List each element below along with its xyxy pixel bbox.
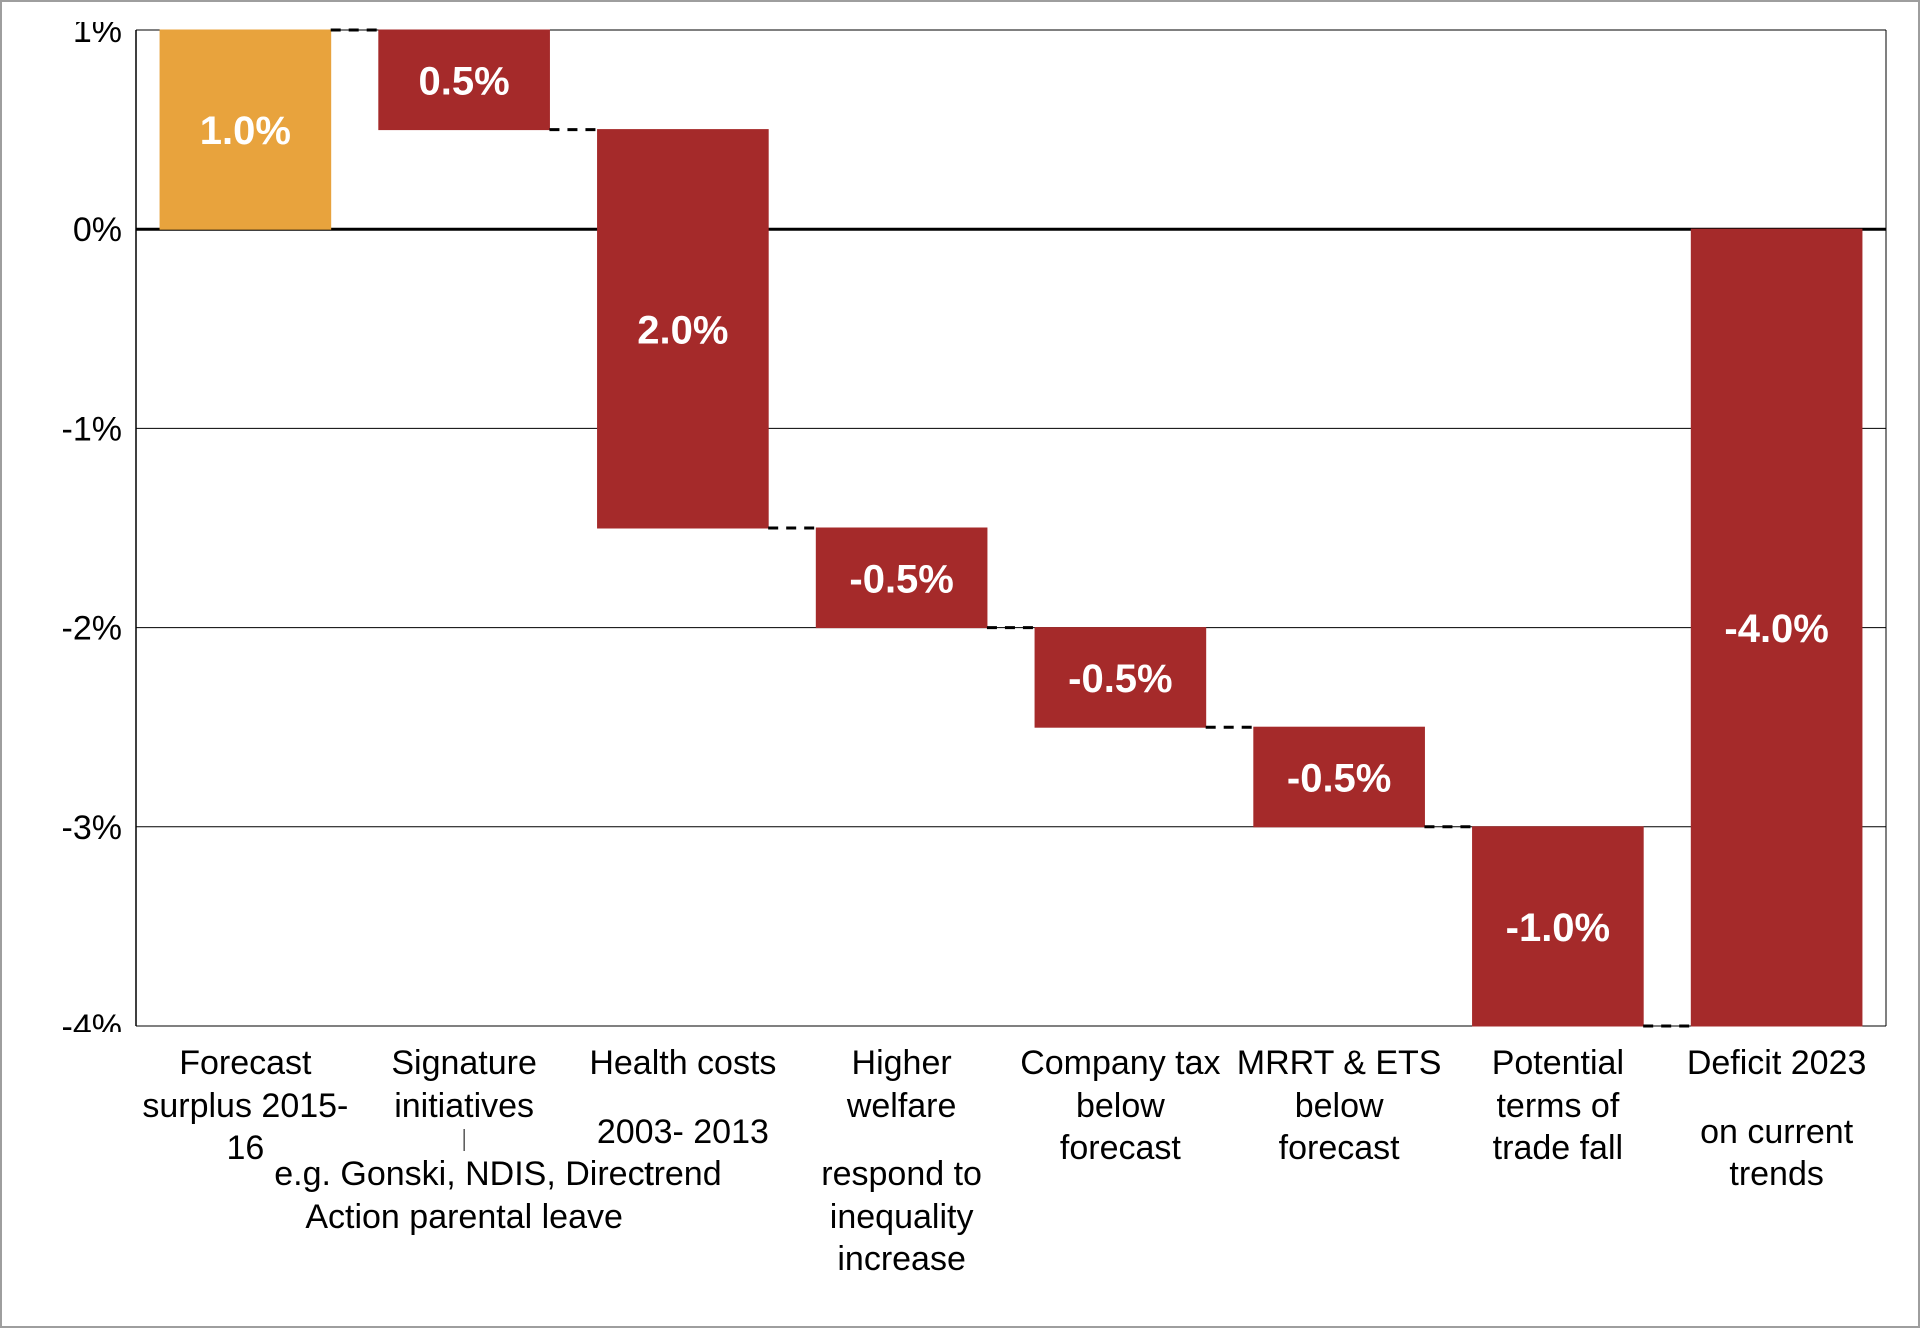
y-tick-label: 0% <box>73 211 122 249</box>
bar-value-label: -4.0% <box>1724 607 1829 651</box>
x-label: Deficit 2023 on current trends <box>1673 1042 1881 1196</box>
x-label: MRRT & ETS below forecast <box>1235 1042 1443 1170</box>
x-label-main: MRRT & ETS below forecast <box>1235 1042 1443 1170</box>
bar-value-label: -0.5% <box>1287 757 1392 801</box>
x-label-sub: respond to inequality increase <box>798 1153 1006 1281</box>
bar-value-label: 1.0% <box>200 109 291 153</box>
bar-value-label: -0.5% <box>849 557 954 601</box>
x-label: Company tax below forecast <box>1016 1042 1224 1170</box>
x-label-sub: 2003- 2013 trend <box>579 1111 787 1196</box>
x-label: Higher welfare respond to inequality incr… <box>798 1042 1006 1281</box>
x-label: Health costs 2003- 2013 trend <box>579 1042 787 1196</box>
y-tick-label: 1% <box>73 22 122 50</box>
x-label-sub: on current trends <box>1673 1111 1881 1196</box>
waterfall-chart: 1% 0% -1% -2% -3% -4% 1.0% 0.5% 2.0% -0.5% -0.5% -0… <box>26 22 1894 1306</box>
x-label-main: Health costs <box>579 1042 787 1085</box>
chart-frame: 1% 0% -1% -2% -3% -4% 1.0% 0.5% 2.0% -0.5% -0.5% -0… <box>0 0 1920 1328</box>
x-label-main: Company tax below forecast <box>1016 1042 1224 1170</box>
y-tick-label: -3% <box>62 809 122 847</box>
x-label: Potential terms of trade fall <box>1454 1042 1662 1170</box>
x-label-main: Higher welfare <box>798 1042 1006 1127</box>
y-tick-label: -1% <box>62 410 122 448</box>
bar-value-label: -1.0% <box>1506 906 1611 950</box>
bar-value-label: 2.0% <box>637 308 728 352</box>
bar-value-label: -0.5% <box>1068 657 1173 701</box>
y-tick-label: -2% <box>62 610 122 648</box>
x-label-main: Signature initiatives <box>360 1042 568 1127</box>
chart-svg: 1% 0% -1% -2% -3% -4% 1.0% 0.5% 2.0% -0.5% -0.5% -0… <box>26 22 1894 1032</box>
x-label-main: Deficit 2023 <box>1673 1042 1881 1085</box>
bar-value-label: 0.5% <box>419 59 510 103</box>
x-label-main: Potential terms of trade fall <box>1454 1042 1662 1170</box>
y-tick-label: -4% <box>62 1008 122 1032</box>
